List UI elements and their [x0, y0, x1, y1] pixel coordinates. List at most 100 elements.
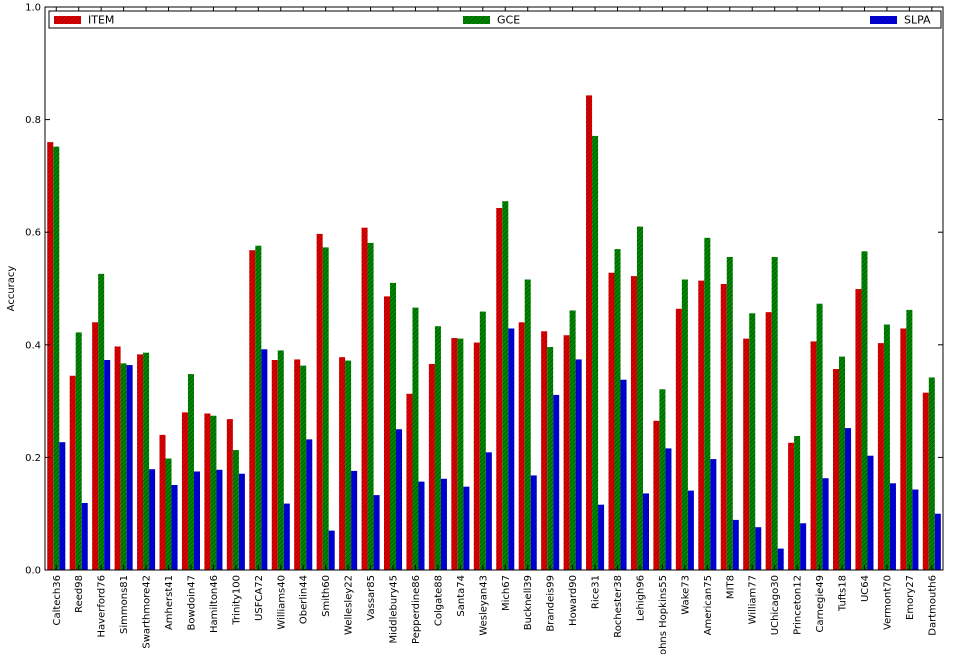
x-tick-label: Emory27	[905, 575, 916, 620]
x-tick-label: UChicago30	[770, 575, 781, 635]
bar-item-rice31	[586, 95, 593, 570]
bar-slpa-uc64	[867, 455, 874, 570]
bar-slpa-emory27	[912, 489, 919, 570]
bar-slpa-simmons81	[126, 365, 133, 570]
x-tick-label: William77	[748, 575, 759, 624]
bar-slpa-wellesley22	[351, 470, 358, 570]
x-tick-label: Vermont70	[882, 575, 893, 630]
x-tick-label: Tufts18	[838, 575, 849, 612]
bar-slpa-mich67	[508, 328, 515, 570]
x-tick-label: Hamilton46	[209, 575, 220, 633]
bar-slpa-uchicago30	[777, 548, 784, 570]
x-tick-label: Mich67	[501, 575, 512, 611]
bar-item-emory27	[900, 328, 907, 570]
bar-item-williams40	[271, 360, 278, 570]
y-tick-label: 0.6	[25, 228, 41, 239]
bar-gce-emory27	[906, 309, 913, 570]
bar-item-pepperdine86	[406, 393, 413, 570]
bar-slpa-colgate88	[440, 478, 447, 570]
bar-slpa-princeton12	[800, 523, 807, 570]
x-tick-label: Williams40	[276, 575, 287, 630]
bar-gce-bucknell39	[524, 279, 531, 570]
bar-item-wake73	[675, 308, 682, 570]
bar-gce-american75	[704, 237, 711, 570]
bar-item-swarthmore42	[137, 354, 144, 570]
legend-box	[48, 10, 942, 29]
bar-item-oberlin44	[294, 359, 301, 570]
bar-item-mich67	[496, 207, 503, 571]
bar-slpa-trinity100	[238, 473, 245, 570]
bar-gce-wesleyan43	[479, 311, 486, 570]
bar-gce-pepperdine86	[412, 307, 419, 570]
bar-gce-johns-hopkins55	[659, 389, 666, 570]
legend-swatch-item	[54, 16, 81, 24]
axes-layer: 0.0 0.2 0.4 0.6 0.8 1.0 Accuracy Caltech36 Reed9…	[6, 3, 944, 658]
bar-item-william77	[743, 338, 750, 570]
x-tick-label: Johns Hopkins55	[658, 575, 669, 654]
bar-item-american75	[698, 280, 705, 570]
bar-slpa-williams40	[283, 503, 290, 570]
bar-slpa-johns-hopkins55	[665, 448, 672, 570]
bar-item-haverford76	[92, 322, 99, 570]
bar-slpa-bowdoin47	[193, 471, 200, 570]
x-tick-label: Smith60	[321, 575, 332, 617]
bar-slpa-lehigh96	[642, 493, 649, 570]
x-tick-label: Caltech36	[52, 575, 63, 626]
bar-slpa-hamilton46	[216, 469, 223, 570]
bar-gce-santa74	[457, 338, 464, 570]
bar-item-trinity100	[226, 419, 233, 570]
bar-gce-rochester38	[614, 249, 621, 570]
x-tick-label: Swarthmore42	[142, 575, 153, 649]
bar-slpa-rochester38	[620, 379, 627, 570]
bar-item-vermont70	[877, 343, 884, 570]
x-tick-label: Rochester38	[613, 575, 624, 638]
bar-gce-carnegie49	[816, 303, 823, 570]
bar-slpa-pepperdine86	[418, 481, 425, 570]
x-tick-label: Wellesley22	[344, 575, 355, 635]
bar-item-usfca72	[249, 250, 256, 570]
bar-item-smith60	[316, 233, 323, 570]
bar-gce-trinity100	[232, 450, 239, 570]
bar-gce-william77	[749, 313, 756, 570]
legend-label-item: ITEM	[88, 14, 114, 27]
bar-gce-haverford76	[98, 273, 105, 570]
bar-item-brandeis99	[541, 331, 548, 570]
bar-item-uchicago30	[765, 312, 772, 570]
bar-gce-uchicago30	[771, 256, 778, 570]
bar-slpa-amherst41	[171, 484, 178, 570]
x-tick-label: American75	[703, 575, 714, 635]
bar-item-caltech36	[47, 142, 54, 570]
y-tick-label: 0.8	[25, 115, 41, 126]
x-tick-label: Lehigh96	[635, 575, 646, 621]
bar-gce-dartmouth6	[928, 377, 935, 570]
bar-item-dartmouth6	[922, 392, 929, 570]
bar-gce-middlebury45	[390, 282, 397, 570]
bar-slpa-brandeis99	[553, 394, 560, 570]
x-tick-label: Reed98	[74, 575, 85, 613]
bar-item-princeton12	[788, 442, 795, 570]
x-tick-label: Pepperdine86	[411, 575, 422, 644]
y-tick-label: 0.4	[25, 340, 41, 351]
bar-gce-uc64	[861, 251, 868, 570]
bar-item-wesleyan43	[473, 342, 480, 570]
x-tick-label: Colgate88	[433, 575, 444, 626]
bar-item-hamilton46	[204, 413, 211, 570]
bar-slpa-bucknell39	[530, 475, 537, 570]
x-tick-label: Howard90	[568, 575, 579, 626]
x-tick-label: Dartmouth6	[927, 575, 938, 636]
x-tick-label: UC64	[860, 575, 871, 602]
y-tick-label: 0.0	[25, 566, 41, 577]
bar-gce-swarthmore42	[143, 352, 150, 570]
bar-gce-oberlin44	[300, 365, 307, 570]
bar-slpa-wesleyan43	[485, 452, 492, 570]
x-tick-label: Middlebury45	[389, 575, 400, 643]
bar-gce-wake73	[681, 279, 688, 570]
bar-gce-simmons81	[120, 363, 127, 570]
bar-slpa-smith60	[328, 530, 335, 570]
bar-slpa-dartmouth6	[934, 513, 941, 570]
y-tick-label: 1.0	[25, 3, 41, 14]
bar-gce-mit8	[726, 256, 733, 570]
bar-slpa-middlebury45	[396, 429, 403, 570]
